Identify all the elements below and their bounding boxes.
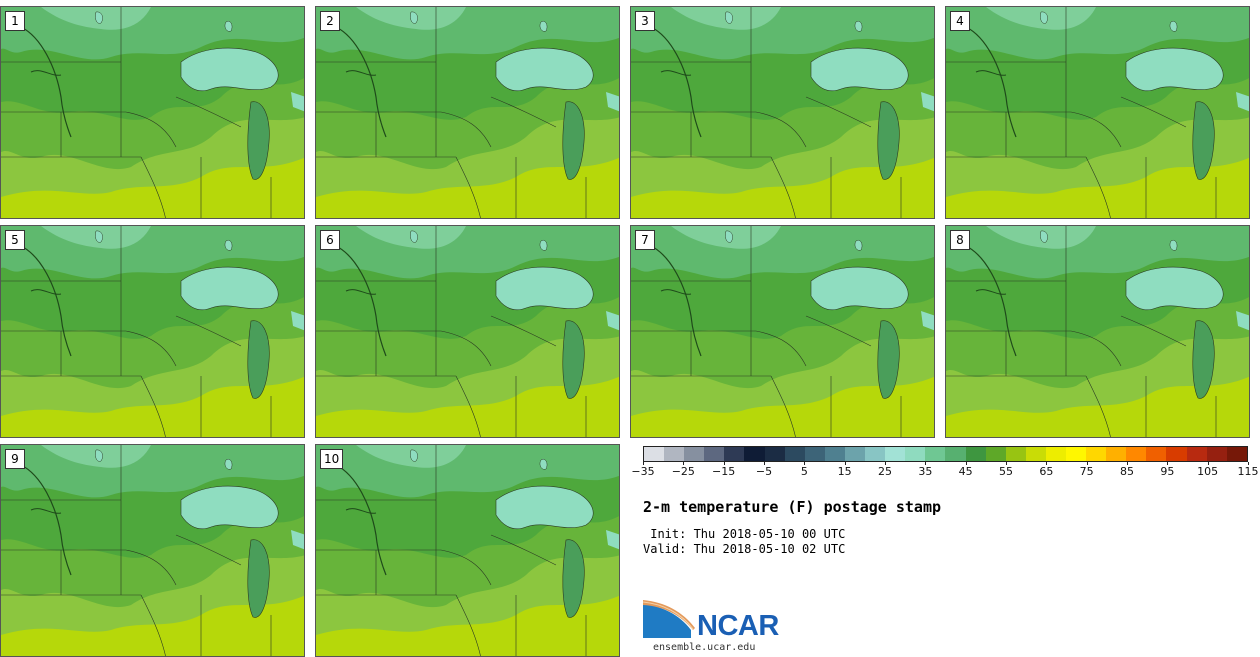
colorbar-tick-label: 55 <box>999 465 1013 478</box>
colorbar-tick-label: 15 <box>837 465 852 478</box>
colorbar-tickmark <box>643 462 644 465</box>
colorbar-tick-label: 115 <box>1237 465 1259 478</box>
colorbar-tickmark <box>683 462 685 465</box>
colorbar-tick-label: 75 <box>1079 465 1094 478</box>
colorbar-tickmark <box>885 462 886 465</box>
colorbar-tick-label: −35 <box>631 465 655 478</box>
postage-stamp-map: 2 <box>315 6 620 219</box>
colorbar-swatch <box>1005 447 1026 461</box>
colorbar-tickmark <box>804 462 806 465</box>
stamp-member-label: 5 <box>5 230 25 250</box>
stamp-member-label: 4 <box>950 11 970 31</box>
colorbar-swatch <box>905 447 926 461</box>
postage-stamp-map: 10 <box>315 444 620 657</box>
colorbar-tickmark <box>1127 462 1128 465</box>
colorbar-tick-label: −5 <box>755 465 773 478</box>
colorbar-tickmark <box>723 462 725 465</box>
colorbar-tickmark <box>1248 462 1249 465</box>
colorbar-tickmark <box>764 462 765 465</box>
postage-stamp-map: 7 <box>630 225 935 438</box>
stamp-member-label: 8 <box>950 230 970 250</box>
colorbar-swatch <box>1025 447 1046 461</box>
colorbar-tick-label: 45 <box>958 465 973 478</box>
colorbar-swatch <box>824 447 845 461</box>
postage-stamp-map: 6 <box>315 225 620 438</box>
colorbar-swatch <box>885 447 906 461</box>
colorbar-swatch <box>1146 447 1167 461</box>
colorbar-tick-label: 85 <box>1120 465 1134 478</box>
postage-stamp-map: 9 <box>0 444 305 657</box>
colorbar-swatch <box>1045 447 1066 461</box>
colorbar-tick-label: 25 <box>878 465 892 478</box>
colorbar-tick-label: 65 <box>1039 465 1054 478</box>
colorbar-tick-label: −15 <box>712 465 736 478</box>
colorbar-swatch <box>804 447 825 461</box>
stamp-member-label: 2 <box>320 11 340 31</box>
stamp-member-label: 9 <box>5 449 25 469</box>
colorbar-swatch <box>744 447 765 461</box>
colorbar-tick-label: 35 <box>918 465 933 478</box>
colorbar-tick-label: 95 <box>1160 465 1175 478</box>
colorbar-tick-label: −25 <box>671 465 695 478</box>
colorbar-swatch <box>844 447 866 461</box>
colorbar-swatch <box>1186 447 1207 461</box>
colorbar-swatch <box>925 447 946 461</box>
colorbar-tickmark <box>965 462 967 465</box>
postage-stamp-map: 3 <box>630 6 935 219</box>
colorbar-swatch <box>1226 447 1247 461</box>
colorbar-swatch <box>945 447 966 461</box>
colorbar-swatch <box>784 447 805 461</box>
colorbar-swatch <box>724 447 745 461</box>
ncar-logo-icon <box>643 600 695 638</box>
colorbar-tick-label: 5 <box>800 465 808 478</box>
postage-stamp-map: 8 <box>945 225 1250 438</box>
colorbar-swatch <box>1086 447 1107 461</box>
colorbar-swatch <box>664 447 685 461</box>
postage-stamp-map: 4 <box>945 6 1250 219</box>
postage-stamp-map: 1 <box>0 6 305 219</box>
valid-time: Valid: Thu 2018-05-10 02 UTC <box>643 542 846 556</box>
colorbar-tickmark <box>925 462 927 465</box>
colorbar-tickmark <box>1046 462 1048 465</box>
stamp-member-label: 1 <box>5 11 25 31</box>
stamp-member-label: 10 <box>320 449 344 469</box>
colorbar-swatch <box>644 447 665 461</box>
stamp-member-label: 3 <box>635 11 655 31</box>
colorbar-tickmark <box>1006 462 1007 465</box>
colorbar-swatch <box>704 447 725 461</box>
colorbar-tick-labels: −35 −25 −15 −5 5 15 25 35 45 55 65 75 85 95 105 115 <box>631 462 1259 483</box>
colorbar-swatch <box>985 447 1006 461</box>
ncar-logo-text: NCAR <box>697 610 779 642</box>
colorbar-tickmark <box>1207 462 1209 465</box>
ncar-url: ensemble.ucar.edu <box>653 642 756 653</box>
colorbar-swatch <box>1106 447 1127 461</box>
colorbar-tick-label: 105 <box>1197 465 1219 478</box>
stamp-member-label: 7 <box>635 230 655 250</box>
colorbar-tickmark <box>1167 462 1169 465</box>
colorbar-swatch <box>865 447 886 461</box>
init-time: Init: Thu 2018-05-10 00 UTC <box>643 527 846 541</box>
colorbar-swatch <box>1206 447 1227 461</box>
product-title: 2-m temperature (F) postage stamp <box>643 498 942 516</box>
colorbar-tickmark <box>844 462 846 465</box>
colorbar-swatch <box>1065 447 1087 461</box>
stamp-member-label: 6 <box>320 230 340 250</box>
colorbar-tickmark <box>1086 462 1088 465</box>
colorbar-swatch <box>764 447 785 461</box>
colorbar-swatch <box>684 447 705 461</box>
postage-stamp-map: 5 <box>0 225 305 438</box>
temperature-colorbar <box>643 446 1248 462</box>
colorbar-swatch <box>1166 447 1187 461</box>
colorbar-swatch <box>1126 447 1147 461</box>
colorbar-swatch <box>965 447 986 461</box>
